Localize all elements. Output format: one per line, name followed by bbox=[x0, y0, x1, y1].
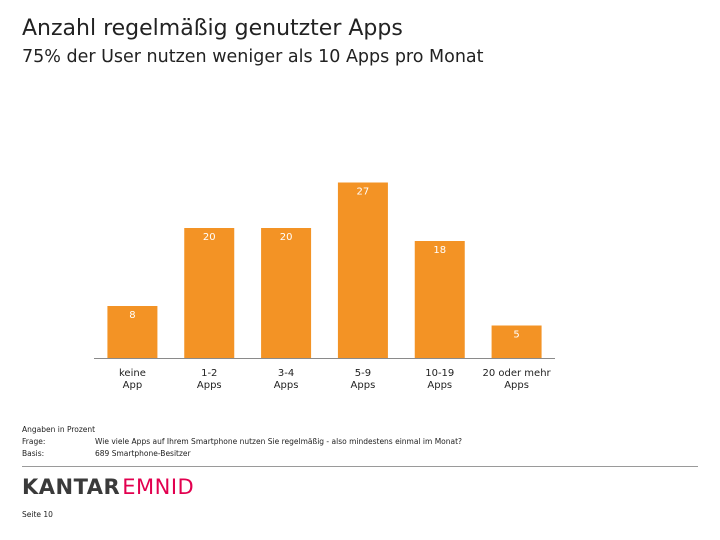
bar-1 bbox=[184, 228, 235, 358]
bar-4 bbox=[414, 241, 465, 358]
chart-title: Anzahl regelmäßig genutzter Apps bbox=[22, 16, 403, 41]
data-label-0: 8 bbox=[129, 310, 135, 321]
page-number: Seite 10 bbox=[22, 510, 53, 519]
kantar-emnid-logo: KANTAREMNID bbox=[22, 475, 194, 499]
chart-notes: Angaben in Prozent Frage: Wie viele Apps … bbox=[22, 424, 462, 460]
logo-kantar: KANTAR bbox=[22, 475, 121, 499]
category-label-0-0: keine bbox=[119, 368, 146, 379]
basis-text: 689 Smartphone-Besitzer bbox=[95, 449, 191, 458]
category-label-3-1: Apps bbox=[351, 380, 376, 391]
category-label-2-0: 3-4 bbox=[278, 368, 294, 379]
unit-note: Angaben in Prozent bbox=[22, 425, 96, 434]
category-label-1-1: Apps bbox=[197, 380, 222, 391]
bar-5 bbox=[491, 325, 542, 358]
category-label-3-0: 5-9 bbox=[355, 368, 371, 379]
category-label-1-0: 1-2 bbox=[201, 368, 217, 379]
bar-chart: 8keineApp201-2Apps203-4Apps275-9Apps1810… bbox=[94, 182, 555, 391]
chart-subtitle: 75% der User nutzen weniger als 10 Apps … bbox=[22, 47, 484, 67]
logo-emnid: EMNID bbox=[122, 475, 195, 499]
bar-3 bbox=[337, 182, 388, 358]
footer-divider bbox=[22, 466, 698, 467]
basis-row: Basis: 689 Smartphone-Besitzer bbox=[22, 448, 462, 460]
category-label-4-1: Apps bbox=[427, 380, 452, 391]
question-row: Frage: Wie viele Apps auf Ihrem Smartphon… bbox=[22, 436, 462, 448]
data-label-1: 20 bbox=[203, 232, 216, 243]
data-label-5: 5 bbox=[513, 330, 519, 341]
question-text: Wie viele Apps auf Ihrem Smartphone nutz… bbox=[95, 437, 463, 446]
category-label-5-0: 20 oder mehr bbox=[483, 368, 552, 379]
basis-label: Basis: bbox=[22, 449, 45, 458]
data-label-2: 20 bbox=[280, 232, 293, 243]
bar-2 bbox=[261, 228, 312, 358]
category-label-5-1: Apps bbox=[504, 380, 529, 391]
category-label-2-1: Apps bbox=[274, 380, 299, 391]
category-label-0-1: App bbox=[123, 380, 143, 391]
data-label-3: 27 bbox=[357, 187, 370, 198]
data-label-4: 18 bbox=[433, 245, 446, 256]
question-label: Frage: bbox=[22, 437, 46, 446]
category-label-4-0: 10-19 bbox=[425, 368, 454, 379]
bar-0 bbox=[107, 306, 158, 358]
